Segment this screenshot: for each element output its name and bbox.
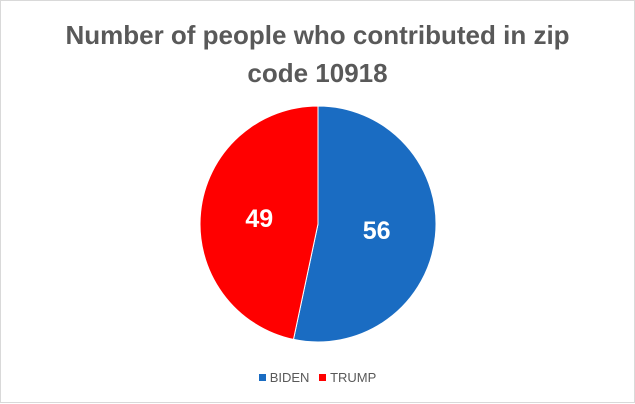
chart-title-line-2: code 10918 <box>247 58 388 88</box>
legend-label-trump: TRUMP <box>330 369 377 385</box>
pie-slices <box>199 105 437 343</box>
chart-title-line-1: Number of people who contributed in zip <box>65 20 570 50</box>
legend-swatch-biden <box>258 374 266 381</box>
pie-slice-trump <box>199 105 319 341</box>
pie-data-labels: 56 49 <box>245 205 390 245</box>
data-label-biden: 56 <box>363 217 391 245</box>
legend: BIDEN TRUMP <box>1 369 634 386</box>
pie-slice-biden <box>292 105 437 343</box>
legend-entry-trump: TRUMP <box>319 370 376 386</box>
legend-label-biden: BIDEN <box>269 369 310 385</box>
legend-swatch-trump <box>319 374 327 381</box>
legend-entry-biden: BIDEN <box>258 369 310 386</box>
data-label-trump: 49 <box>245 205 273 233</box>
